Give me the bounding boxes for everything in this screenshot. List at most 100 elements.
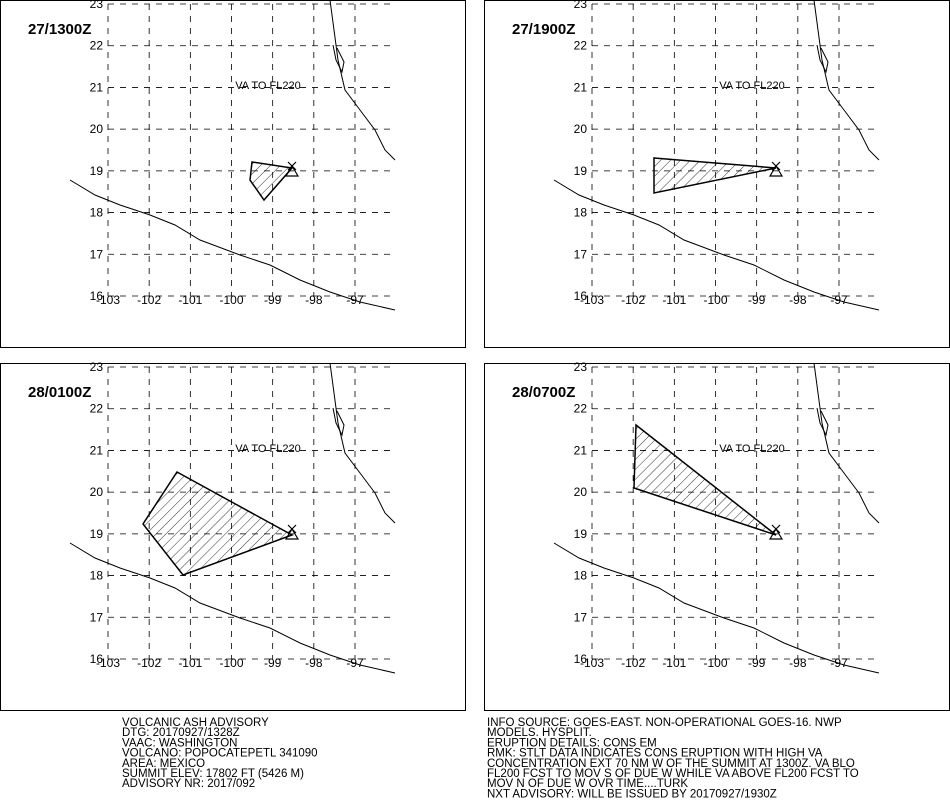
valid-time: 27/1300Z (28, 21, 91, 38)
lon-label: -103 (96, 656, 120, 670)
advisory-line: FL200 FCST TO MOV S OF DUE W WHILE VA AB… (487, 768, 859, 780)
lon-label: -101 (662, 293, 686, 307)
coastline (553, 179, 880, 311)
lon-label: -102 (137, 656, 161, 670)
lon-label: -102 (621, 656, 645, 670)
lat-label: 16 (574, 289, 588, 303)
coastline (329, 362, 396, 524)
lat-label: 18 (574, 569, 588, 583)
advisory-line: VAAC: WASHINGTON (122, 737, 237, 749)
lon-label: -99 (748, 293, 766, 307)
coastline (69, 179, 396, 311)
lon-label: -102 (137, 293, 161, 307)
lat-label: 20 (574, 485, 588, 499)
lon-label: -99 (264, 656, 282, 670)
lon-label: -101 (662, 656, 686, 670)
advisory-line: ADVISORY NR: 2017/092 (122, 778, 255, 790)
ash-area (633, 423, 777, 536)
lat-label: 22 (90, 39, 104, 53)
lat-label: 21 (574, 80, 588, 94)
advisory-line: RMK: STLT DATA INDICATES CONS ERUPTION W… (487, 748, 823, 760)
lat-label: 19 (90, 527, 104, 541)
panel-border (0, 0, 466, 348)
lon-label: -98 (305, 293, 323, 307)
lon-label: -100 (703, 293, 727, 307)
lat-label: 23 (90, 360, 104, 374)
lon-label: -100 (703, 656, 727, 670)
advisory-line: SUMMIT ELEV: 17802 FT (5426 M) (122, 768, 304, 780)
lat-label: 17 (574, 247, 588, 261)
advisory-line: MOV N OF DUE W OVR TIME....TURK (487, 778, 688, 790)
ash-area (653, 157, 777, 194)
volcano-marker (768, 164, 784, 177)
lat-label: 19 (574, 164, 588, 178)
valid-time: 28/0100Z (28, 384, 91, 401)
advisory-line: AREA: MEXICO (122, 758, 205, 770)
valid-time: 28/0700Z (512, 384, 575, 401)
lat-label: 19 (574, 527, 588, 541)
lat-label: 17 (90, 247, 104, 261)
advisory-line: CONCENTRATION EXT 70 NM W OF THE SUMMIT … (487, 758, 855, 770)
coastline (332, 407, 345, 437)
advisory-line: NXT ADVISORY: WILL BE ISSUED BY 20170927… (487, 788, 777, 800)
volcano-marker (284, 164, 300, 177)
lat-label: 16 (90, 289, 104, 303)
lat-label: 22 (574, 402, 588, 416)
ash-area (142, 471, 294, 576)
volcano-marker (768, 527, 784, 540)
coastline (332, 44, 345, 74)
advisory-line: MODELS. HYSPLIT. (487, 727, 592, 739)
advisory-line: INFO SOURCE: GOES-EAST. NON-OPERATIONAL … (487, 717, 842, 729)
flight-level: VA TO FL220 (235, 443, 300, 455)
lat-label: 20 (90, 485, 104, 499)
volcano-marker (287, 524, 297, 534)
coastline (816, 44, 829, 74)
lon-label: -98 (789, 293, 807, 307)
lon-label: -102 (621, 293, 645, 307)
lon-label: -103 (580, 293, 604, 307)
coastline (813, 0, 880, 161)
lat-label: 16 (574, 652, 588, 666)
advisory-line: DTG: 20170927/1328Z (122, 727, 240, 739)
lat-label: 22 (574, 39, 588, 53)
lon-label: -99 (748, 656, 766, 670)
lat-label: 17 (574, 610, 588, 624)
lon-label: -100 (219, 656, 243, 670)
volcano-marker (771, 524, 781, 534)
lat-label: 16 (90, 652, 104, 666)
coastline (816, 407, 829, 437)
lat-label: 20 (90, 122, 104, 136)
volcano-marker (287, 161, 297, 171)
lat-label: 18 (90, 206, 104, 220)
lat-label: 21 (90, 443, 104, 457)
lon-label: -98 (305, 656, 323, 670)
coastline (329, 0, 396, 161)
coastline (813, 362, 880, 524)
lon-label: -98 (789, 656, 807, 670)
lat-label: 22 (90, 402, 104, 416)
coastline (69, 542, 396, 674)
lat-label: 23 (574, 360, 588, 374)
lon-label: -103 (96, 293, 120, 307)
lon-label: -100 (219, 293, 243, 307)
ash-area (249, 161, 294, 202)
lat-label: 18 (90, 569, 104, 583)
lat-label: 23 (574, 0, 588, 11)
lat-label: 17 (90, 610, 104, 624)
volcano-marker (771, 161, 781, 171)
flight-level: VA TO FL220 (235, 80, 300, 92)
lat-label: 21 (574, 443, 588, 457)
lon-label: -101 (178, 656, 202, 670)
advisory-line: VOLCANO: POPOCATEPETL 341090 (122, 748, 318, 760)
volcano-marker (284, 527, 300, 540)
flight-level: VA TO FL220 (719, 443, 784, 455)
panel-border (0, 363, 466, 711)
lon-label: -103 (580, 656, 604, 670)
lat-label: 19 (90, 164, 104, 178)
